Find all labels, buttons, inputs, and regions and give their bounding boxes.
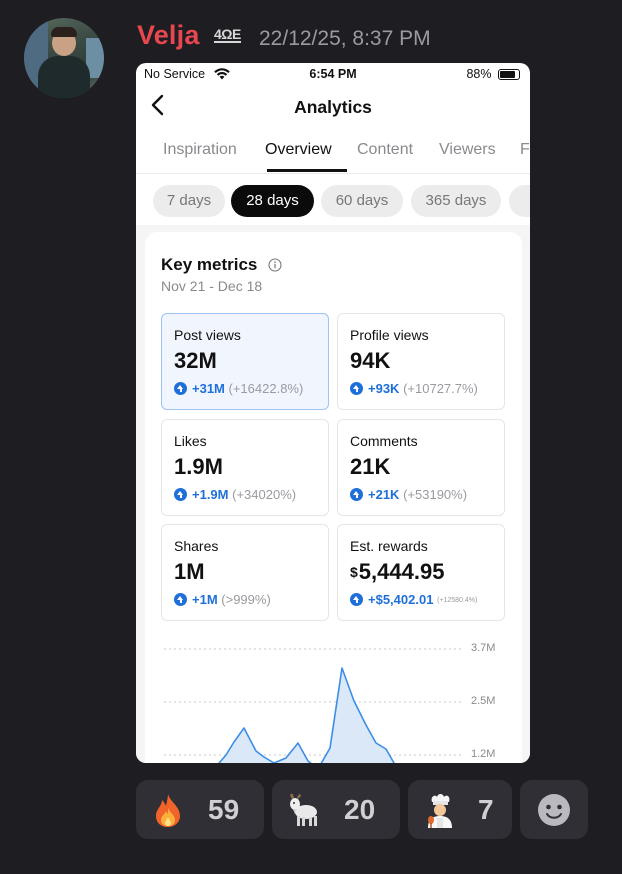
metric-likes[interactable]: Likes 1.9M +1.9M (+34020%) <box>161 419 329 516</box>
metric-delta: +1.9M (+34020%) <box>174 487 296 502</box>
tab-content[interactable]: Content <box>357 141 414 158</box>
page-title: Analytics <box>294 97 372 117</box>
chip-custom[interactable] <box>509 185 530 217</box>
battery-icon <box>498 69 520 81</box>
tab-overview[interactable]: Overview <box>265 141 332 158</box>
wifi-icon <box>214 68 230 80</box>
delta-value: +31M <box>192 381 225 396</box>
section-title: Key metrics <box>161 255 258 274</box>
chart-svg <box>164 648 464 763</box>
currency-symbol: $ <box>350 564 358 580</box>
chip-60-days[interactable]: 60 days <box>321 185 403 217</box>
metric-delta: +93K (+10727.7%) <box>350 381 478 396</box>
delta-value: +93K <box>368 381 400 396</box>
metric-est-rewards[interactable]: Est. rewards $5,444.95 +$5,402.01 (+1258… <box>337 524 505 621</box>
cook-emoji <box>428 794 452 828</box>
delta-value: +1.9M <box>192 487 229 502</box>
arrow-up-icon <box>174 488 187 501</box>
views-trend-chart: 3.7M 2.5M 1.2M <box>164 639 514 763</box>
carrier-label: No Service <box>144 67 206 81</box>
metric-label: Profile views <box>350 327 429 343</box>
reaction-cook[interactable]: 7 <box>408 780 512 839</box>
battery-indicator: 88% <box>466 67 520 81</box>
arrow-up-icon <box>174 593 187 606</box>
chip-7-days[interactable]: 7 days <box>153 185 225 217</box>
delta-percent: (+53190%) <box>403 487 468 502</box>
chip-365-days[interactable]: 365 days <box>411 185 501 217</box>
y-tick-label: 3.7M <box>471 642 496 654</box>
info-icon[interactable] <box>268 258 282 272</box>
metric-value: 1M <box>174 559 205 584</box>
delta-percent: (+10727.7%) <box>403 381 478 396</box>
back-arrow-icon[interactable] <box>150 94 166 116</box>
avatar-figure <box>51 27 77 37</box>
metric-delta: +$5,402.01 (+12580.4%) <box>350 592 477 607</box>
reaction-fire[interactable]: 59 <box>136 780 264 839</box>
message-timestamp: 22/12/25, 8:37 PM <box>259 27 431 50</box>
reaction-count: 59 <box>208 794 240 825</box>
date-range-selector: 7 days 28 days 60 days 365 days <box>136 185 530 219</box>
fire-emoji <box>156 794 180 827</box>
metric-shares[interactable]: Shares 1M +1M (>999%) <box>161 524 329 621</box>
metric-delta: +31M (+16422.8%) <box>174 381 303 396</box>
user-tag-badge: 4ΩE <box>214 26 241 43</box>
y-tick-label: 2.5M <box>471 695 496 707</box>
arrow-up-icon <box>350 488 363 501</box>
attached-screenshot[interactable]: No Service 6:54 PM 88% Analytics Inspira… <box>136 63 530 763</box>
status-time: 6:54 PM <box>309 67 357 81</box>
phone-status-bar: No Service 6:54 PM 88% <box>136 63 530 85</box>
reaction-goat[interactable]: 20 <box>272 780 400 839</box>
delta-value: +21K <box>368 487 400 502</box>
metric-label: Comments <box>350 433 418 449</box>
tab-more[interactable]: F <box>520 141 530 158</box>
metric-value: 32M <box>174 348 217 373</box>
tab-viewers[interactable]: Viewers <box>439 141 496 158</box>
nav-bar: Analytics <box>136 89 530 125</box>
username[interactable]: Velja <box>137 20 200 50</box>
delta-percent: (+16422.8%) <box>228 381 304 396</box>
metric-value: 94K <box>350 348 391 373</box>
series-area <box>219 668 394 763</box>
delta-percent: (+34020%) <box>232 487 297 502</box>
metric-label: Post views <box>174 327 241 343</box>
rewards-amount: 5,444.95 <box>358 559 445 584</box>
metric-post-views[interactable]: Post views 32M +31M (+16422.8%) <box>161 313 329 410</box>
y-tick-label: 1.2M <box>471 748 496 760</box>
metric-delta: +21K (+53190%) <box>350 487 467 502</box>
series-line <box>218 667 396 763</box>
metric-label: Likes <box>174 433 207 449</box>
delta-value: +1M <box>192 592 218 607</box>
avatar-background <box>86 38 104 78</box>
metric-value: 21K <box>350 454 391 479</box>
arrow-up-icon <box>350 593 363 606</box>
add-reaction-button[interactable] <box>520 780 588 839</box>
active-tab-indicator <box>267 169 347 172</box>
delta-value: +$5,402.01 <box>368 592 434 607</box>
user-avatar[interactable] <box>24 18 104 98</box>
arrow-up-icon <box>350 382 363 395</box>
goat-emoji <box>290 793 317 826</box>
delta-percent: (+12580.4%) <box>437 597 478 604</box>
metric-profile-views[interactable]: Profile views 94K +93K (+10727.7%) <box>337 313 505 410</box>
tab-inspiration[interactable]: Inspiration <box>163 141 237 158</box>
metric-label: Shares <box>174 538 219 554</box>
reaction-count: 7 <box>478 794 494 825</box>
battery-percent: 88% <box>466 67 492 81</box>
reaction-count: 20 <box>344 794 376 825</box>
tab-bar: Inspiration Overview Content Viewers F <box>136 133 530 174</box>
metric-value: $5,444.95 <box>350 559 444 585</box>
metric-comments[interactable]: Comments 21K +21K (+53190%) <box>337 419 505 516</box>
delta-percent: (>999%) <box>221 592 271 607</box>
metric-value: 1.9M <box>174 454 223 479</box>
date-range-label: Nov 21 - Dec 18 <box>161 278 263 294</box>
metric-label: Est. rewards <box>350 538 428 554</box>
arrow-up-icon <box>174 382 187 395</box>
chip-28-days[interactable]: 28 days <box>231 185 314 217</box>
add-reaction-icon <box>538 794 570 826</box>
metric-delta: +1M (>999%) <box>174 592 271 607</box>
avatar-figure <box>38 56 90 98</box>
